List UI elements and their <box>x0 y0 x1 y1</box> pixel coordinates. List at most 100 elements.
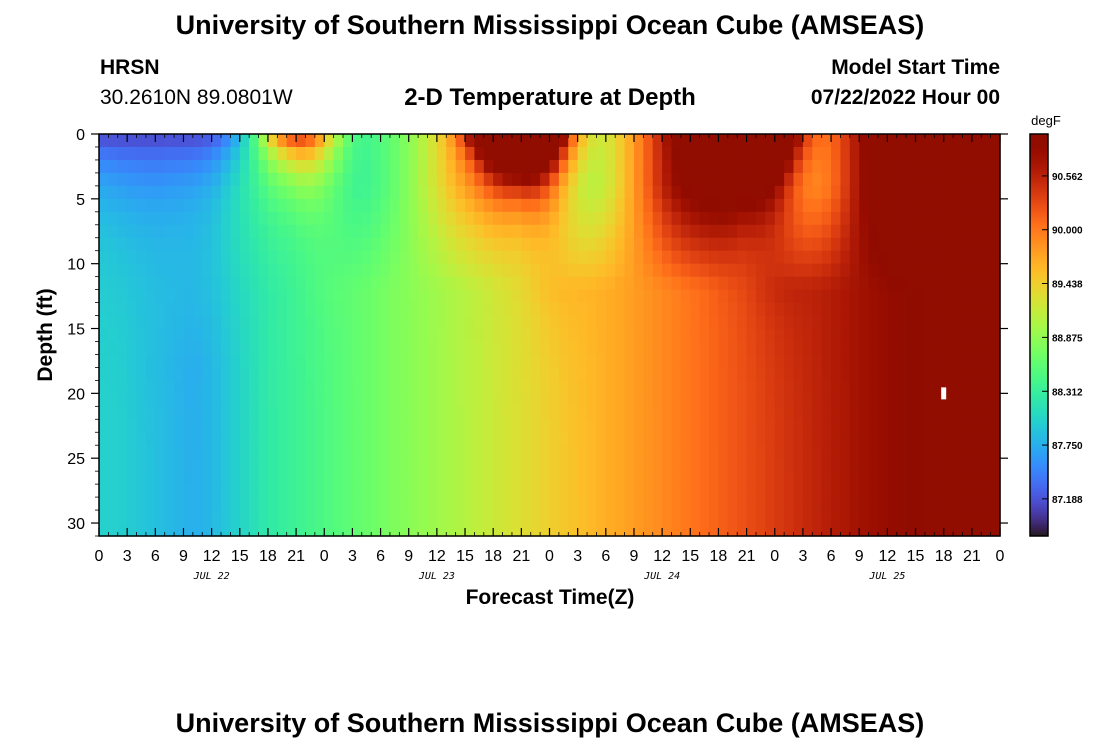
colorbar-segment <box>1030 462 1048 465</box>
heatmap-cell <box>877 354 888 369</box>
heatmap-cell <box>493 185 504 200</box>
heatmap-cell <box>962 185 973 200</box>
heatmap-cell <box>680 510 691 524</box>
heatmap-cell <box>249 328 260 343</box>
heatmap-cell <box>596 367 607 381</box>
heatmap-cell <box>849 159 860 174</box>
colorbar-segment <box>1030 162 1048 165</box>
colorbar-segment <box>1030 182 1048 185</box>
heatmap-cell <box>831 159 842 174</box>
heatmap-cell <box>427 380 438 394</box>
heatmap-cell <box>211 250 222 265</box>
heatmap-cell <box>877 315 888 330</box>
heatmap-cell <box>558 367 569 381</box>
heatmap-cell <box>286 341 297 356</box>
heatmap-cell <box>399 432 410 446</box>
heatmap-cell <box>418 458 429 472</box>
heatmap-cell <box>662 406 673 420</box>
heatmap-cell <box>906 276 917 291</box>
heatmap-cell <box>868 185 879 200</box>
heatmap-cell <box>249 276 260 291</box>
heatmap-cell <box>380 328 391 343</box>
heatmap-cell <box>211 406 222 420</box>
heatmap-cell <box>784 471 795 485</box>
heatmap-cell <box>99 445 109 459</box>
heatmap-cell <box>812 367 823 381</box>
heatmap-cell <box>962 172 973 187</box>
heatmap-cell <box>671 406 682 420</box>
colorbar-segment <box>1030 332 1048 335</box>
heatmap-cell <box>446 432 457 446</box>
heatmap-cell <box>849 250 860 265</box>
heatmap-cell <box>305 458 316 472</box>
heatmap-cell <box>136 185 147 200</box>
heatmap-cell <box>145 419 156 433</box>
heatmap-cell <box>389 263 400 278</box>
heatmap-cell <box>305 510 316 524</box>
heatmap-cell <box>183 341 194 356</box>
day-label: JUL 23 <box>418 571 455 582</box>
heatmap-cell <box>211 432 222 446</box>
heatmap-cell <box>784 237 795 252</box>
heatmap-cell <box>981 302 992 317</box>
colorbar-segment <box>1030 186 1048 189</box>
heatmap-cell <box>812 315 823 330</box>
heatmap-cell <box>587 315 598 330</box>
heatmap-cell <box>530 276 541 291</box>
heatmap-cell <box>774 185 785 200</box>
heatmap-cell <box>99 302 109 317</box>
heatmap-cell <box>127 328 138 343</box>
heatmap-cell <box>174 354 185 369</box>
heatmap-cell <box>192 510 203 524</box>
heatmap-cell <box>117 263 128 278</box>
heatmap-cell <box>652 328 663 343</box>
heatmap-cell <box>877 302 888 317</box>
heatmap-cell <box>314 458 325 472</box>
heatmap-cell <box>577 276 588 291</box>
heatmap-cell <box>108 134 119 148</box>
heatmap-cell <box>239 445 250 459</box>
heatmap-cell <box>615 315 626 330</box>
heatmap-cell <box>727 159 738 174</box>
heatmap-cell <box>727 484 738 498</box>
heatmap-cell <box>540 419 551 433</box>
heatmap-cell <box>549 224 560 239</box>
colorbar-tick-label: 88.875 <box>1052 333 1083 344</box>
heatmap-cell <box>380 276 391 291</box>
heatmap-cell <box>136 380 147 394</box>
heatmap-cell <box>859 419 870 433</box>
heatmap-cell <box>953 185 964 200</box>
heatmap-cell <box>343 432 354 446</box>
heatmap-cell <box>868 328 879 343</box>
heatmap-cell <box>821 224 832 239</box>
heatmap-cell <box>971 341 982 356</box>
heatmap-cell <box>455 198 466 213</box>
heatmap-cell <box>155 484 166 498</box>
heatmap-cell <box>418 419 429 433</box>
heatmap-cell <box>755 211 766 226</box>
heatmap-cell <box>906 484 917 498</box>
heatmap-cell <box>267 523 278 537</box>
heatmap-cell <box>286 315 297 330</box>
heatmap-cell <box>249 354 260 369</box>
heatmap-cell <box>774 263 785 278</box>
heatmap-cell <box>906 380 917 394</box>
heatmap-cell <box>399 146 410 161</box>
heatmap-cell <box>305 224 316 239</box>
heatmap-cell <box>774 354 785 369</box>
heatmap-cell <box>971 380 982 394</box>
heatmap-cell <box>587 471 598 485</box>
heatmap-cell <box>596 198 607 213</box>
colorbar: 87.18887.75088.31288.87589.43890.00090.5… <box>1029 133 1083 537</box>
heatmap-cell <box>436 445 447 459</box>
heatmap-cell <box>183 367 194 381</box>
heatmap-cell <box>587 172 598 187</box>
heatmap-cell <box>868 224 879 239</box>
heatmap-cell <box>530 198 541 213</box>
heatmap-cell <box>371 419 382 433</box>
heatmap-cell <box>868 406 879 420</box>
heatmap-cell <box>249 146 260 161</box>
heatmap-cell <box>474 510 485 524</box>
heatmap-cell <box>643 315 654 330</box>
heatmap-cell <box>108 419 119 433</box>
